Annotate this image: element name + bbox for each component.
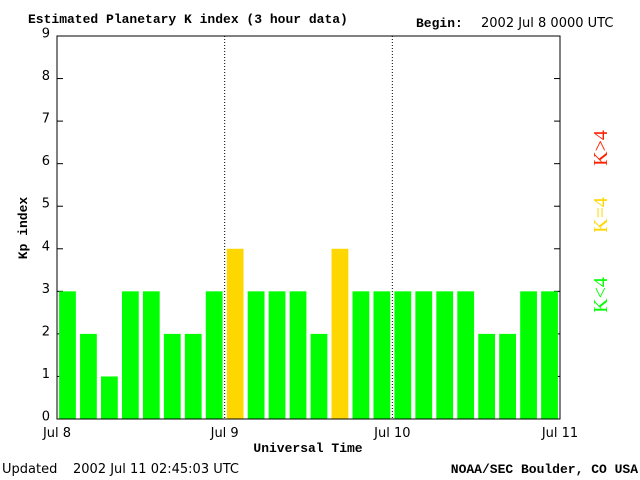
bar <box>499 333 516 419</box>
bar <box>59 291 76 419</box>
begin-label: Begin: <box>416 16 463 31</box>
bar <box>268 291 286 419</box>
y-tick-label: 0 <box>42 410 50 425</box>
x-tick-label: Jul 11 <box>541 426 578 441</box>
legend-entry: K=4 <box>590 197 612 233</box>
y-tick-label: 9 <box>42 27 50 42</box>
credit: NOAA/SEC Boulder, CO USA <box>451 462 638 477</box>
x-tick-label: Jul 9 <box>210 426 239 441</box>
y-tick-label: 1 <box>42 367 50 382</box>
bar <box>101 376 118 419</box>
y-tick-label: 4 <box>42 239 50 254</box>
plot-frame <box>56 35 561 420</box>
x-tick-label: Jul 8 <box>42 426 71 441</box>
bar <box>436 291 454 419</box>
bar <box>226 248 244 419</box>
updated-label: Updated <box>2 462 57 477</box>
bar <box>478 333 496 419</box>
x-tick-label: Jul 10 <box>373 426 410 441</box>
bar <box>205 291 223 419</box>
bar <box>142 291 160 419</box>
bar <box>520 291 537 419</box>
bar <box>373 291 391 419</box>
bar <box>457 291 475 419</box>
y-tick-label: 8 <box>42 69 50 84</box>
bar <box>80 333 97 419</box>
y-tick-label: 2 <box>42 324 50 339</box>
bar <box>247 291 265 419</box>
y-tick-label: 7 <box>42 112 50 127</box>
bar <box>163 333 181 419</box>
bar <box>415 291 433 419</box>
bar <box>331 248 349 419</box>
bar <box>352 291 370 419</box>
chart-title: Estimated Planetary K index (3 hour data… <box>28 12 348 27</box>
begin-value: 2002 Jul 8 0000 UTC <box>481 16 613 31</box>
y-tick-label: 6 <box>42 154 50 169</box>
x-axis-label: Universal Time <box>253 441 362 456</box>
y-tick-label: 3 <box>42 282 50 297</box>
y-tick-label: 5 <box>42 197 50 212</box>
bar <box>394 291 412 419</box>
bar <box>121 291 139 419</box>
bar <box>310 333 328 419</box>
bar <box>289 291 307 419</box>
bar <box>541 291 558 419</box>
legend-entry: K>4 <box>590 130 612 166</box>
legend-entry: K<4 <box>590 277 612 313</box>
y-axis-label: Kp index <box>16 197 31 260</box>
bar <box>184 333 202 419</box>
updated-value: 2002 Jul 11 02:45:03 UTC <box>73 462 239 477</box>
